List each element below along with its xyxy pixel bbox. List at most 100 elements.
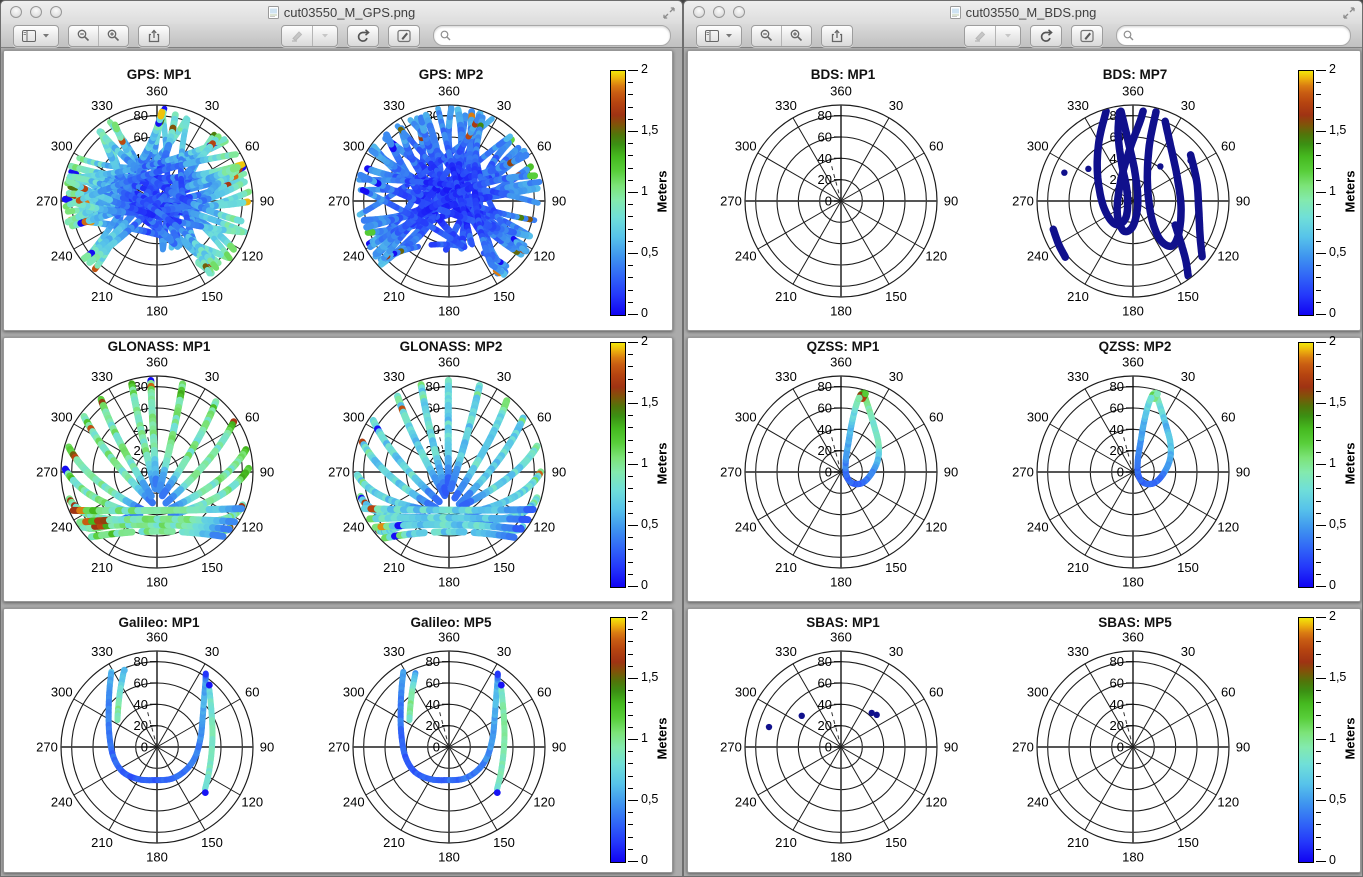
colorbar-tick-label: 1 (1329, 184, 1336, 198)
svg-text:270: 270 (36, 194, 58, 209)
colorbar-minor-tick (628, 665, 633, 667)
search-input[interactable] (1134, 28, 1344, 43)
colorbar-tick-label: 0 (641, 306, 648, 320)
colorbar-units-label: Meters (1342, 170, 1358, 213)
markup-button[interactable] (388, 24, 420, 47)
svg-text:60: 60 (929, 410, 943, 425)
svg-text:40: 40 (426, 697, 440, 712)
colorbar-units-label: Meters (654, 170, 670, 213)
share-button[interactable] (138, 24, 170, 47)
share-button[interactable] (821, 24, 853, 47)
colorbar-minor-tick (1316, 106, 1321, 108)
search-input[interactable] (451, 28, 664, 43)
svg-text:360: 360 (438, 355, 460, 370)
zoom-out-icon (77, 29, 90, 42)
colorbar-minor-tick (1316, 500, 1321, 502)
colorbar-minor-tick (628, 82, 633, 84)
colorbar: 0 0,5 1 1,5 2 Meters (610, 609, 680, 872)
colorbar-tick-label: 0 (641, 578, 648, 592)
colorbar-minor-tick (1316, 228, 1321, 230)
svg-text:80: 80 (1110, 654, 1124, 669)
zoom-button[interactable] (50, 6, 62, 18)
colorbar: 0 0,5 1 1,5 2 Meters (610, 334, 680, 601)
colorbar-major-tick (1316, 739, 1326, 740)
page-3: Galileo: MP1 0 20 40 60 80 30 60 90 120 150 180 210 2… (3, 608, 673, 873)
zoom-in-button[interactable] (98, 25, 128, 46)
svg-text:150: 150 (885, 560, 907, 575)
highlighter-dropdown[interactable] (995, 25, 1020, 46)
svg-text:60: 60 (1110, 676, 1124, 691)
titlebar[interactable]: cut03550_M_BDS.png (684, 1, 1362, 24)
colorbar-minor-tick (628, 155, 633, 157)
svg-text:270: 270 (36, 465, 58, 480)
colorbar-minor-tick (628, 216, 633, 218)
svg-text:360: 360 (146, 355, 168, 370)
zoom-out-button[interactable] (752, 26, 781, 46)
colorbar-minor-tick (628, 94, 633, 96)
svg-text:30: 30 (1181, 644, 1195, 659)
svg-text:330: 330 (383, 369, 405, 384)
svg-text:90: 90 (552, 465, 566, 480)
svg-text:120: 120 (925, 795, 947, 810)
skyplot-sbas-mp5: 0 20 40 60 80 30 60 90 120 150 180 210 240 270 300 330 3… (1012, 630, 1250, 865)
fullscreen-icon[interactable] (663, 7, 675, 19)
colorbar-minor-tick (1316, 665, 1321, 667)
colorbar-minor-tick (1316, 179, 1321, 181)
fullscreen-icon[interactable] (1343, 7, 1355, 19)
svg-text:80: 80 (1110, 379, 1124, 394)
colorbar-minor-tick (628, 812, 633, 814)
close-button[interactable] (10, 6, 22, 18)
colorbar: 0 0,5 1 1,5 2 Meters (610, 51, 680, 330)
sidebar-view-button[interactable] (13, 24, 59, 47)
zoom-in-button[interactable] (781, 25, 811, 46)
highlighter-button[interactable] (965, 26, 995, 46)
rotate-left-button[interactable] (1030, 24, 1062, 47)
plot-title: GLONASS: MP1 (107, 339, 211, 354)
plot-title: QZSS: MP1 (806, 339, 880, 354)
close-button[interactable] (693, 6, 705, 18)
svg-text:20: 20 (1110, 443, 1124, 458)
dropdown-icon (43, 34, 49, 38)
minimize-button[interactable] (30, 6, 42, 18)
svg-text:120: 120 (925, 520, 947, 535)
svg-text:30: 30 (497, 644, 511, 659)
sidebar-view-button[interactable] (696, 24, 742, 47)
svg-text:20: 20 (1110, 718, 1124, 733)
svg-text:60: 60 (1221, 410, 1235, 425)
svg-text:60: 60 (426, 676, 440, 691)
colorbar-minor-tick (1316, 118, 1321, 120)
page-2: GLONASS: MP10204060803060901201501802102… (3, 334, 673, 602)
svg-text:150: 150 (493, 835, 515, 850)
search-field[interactable] (433, 25, 671, 46)
share-icon (831, 29, 843, 42)
minimize-button[interactable] (713, 6, 725, 18)
colorbar-minor-tick (628, 500, 633, 502)
svg-text:270: 270 (328, 194, 350, 209)
zoom-button[interactable] (733, 6, 745, 18)
colorbar-minor-tick (1316, 537, 1321, 539)
rotate-left-button[interactable] (347, 24, 379, 47)
highlighter-button[interactable] (282, 26, 312, 46)
colorbar-minor-tick (1316, 702, 1321, 704)
colorbar-minor-tick (628, 848, 633, 850)
document-icon (267, 6, 279, 19)
traffic-lights (693, 6, 745, 18)
zoom-out-button[interactable] (69, 26, 98, 46)
zoom-segment (751, 24, 812, 47)
svg-text:0: 0 (141, 465, 148, 480)
svg-text:90: 90 (260, 740, 274, 755)
svg-text:60: 60 (245, 139, 259, 154)
colorbar-minor-tick (628, 641, 633, 643)
colorbar-gradient (1298, 617, 1314, 863)
colorbar-minor-tick (628, 167, 633, 169)
colorbar-minor-tick (1316, 277, 1321, 279)
svg-text:330: 330 (775, 98, 797, 113)
highlighter-dropdown[interactable] (312, 25, 337, 46)
titlebar[interactable]: cut03550_M_GPS.png (1, 1, 682, 24)
markup-button[interactable] (1071, 24, 1103, 47)
colorbar-minor-tick (1316, 415, 1321, 417)
colorbar-major-tick (1316, 678, 1326, 679)
svg-text:180: 180 (146, 850, 168, 865)
colorbar-minor-tick (628, 763, 633, 765)
search-field[interactable] (1116, 25, 1351, 46)
